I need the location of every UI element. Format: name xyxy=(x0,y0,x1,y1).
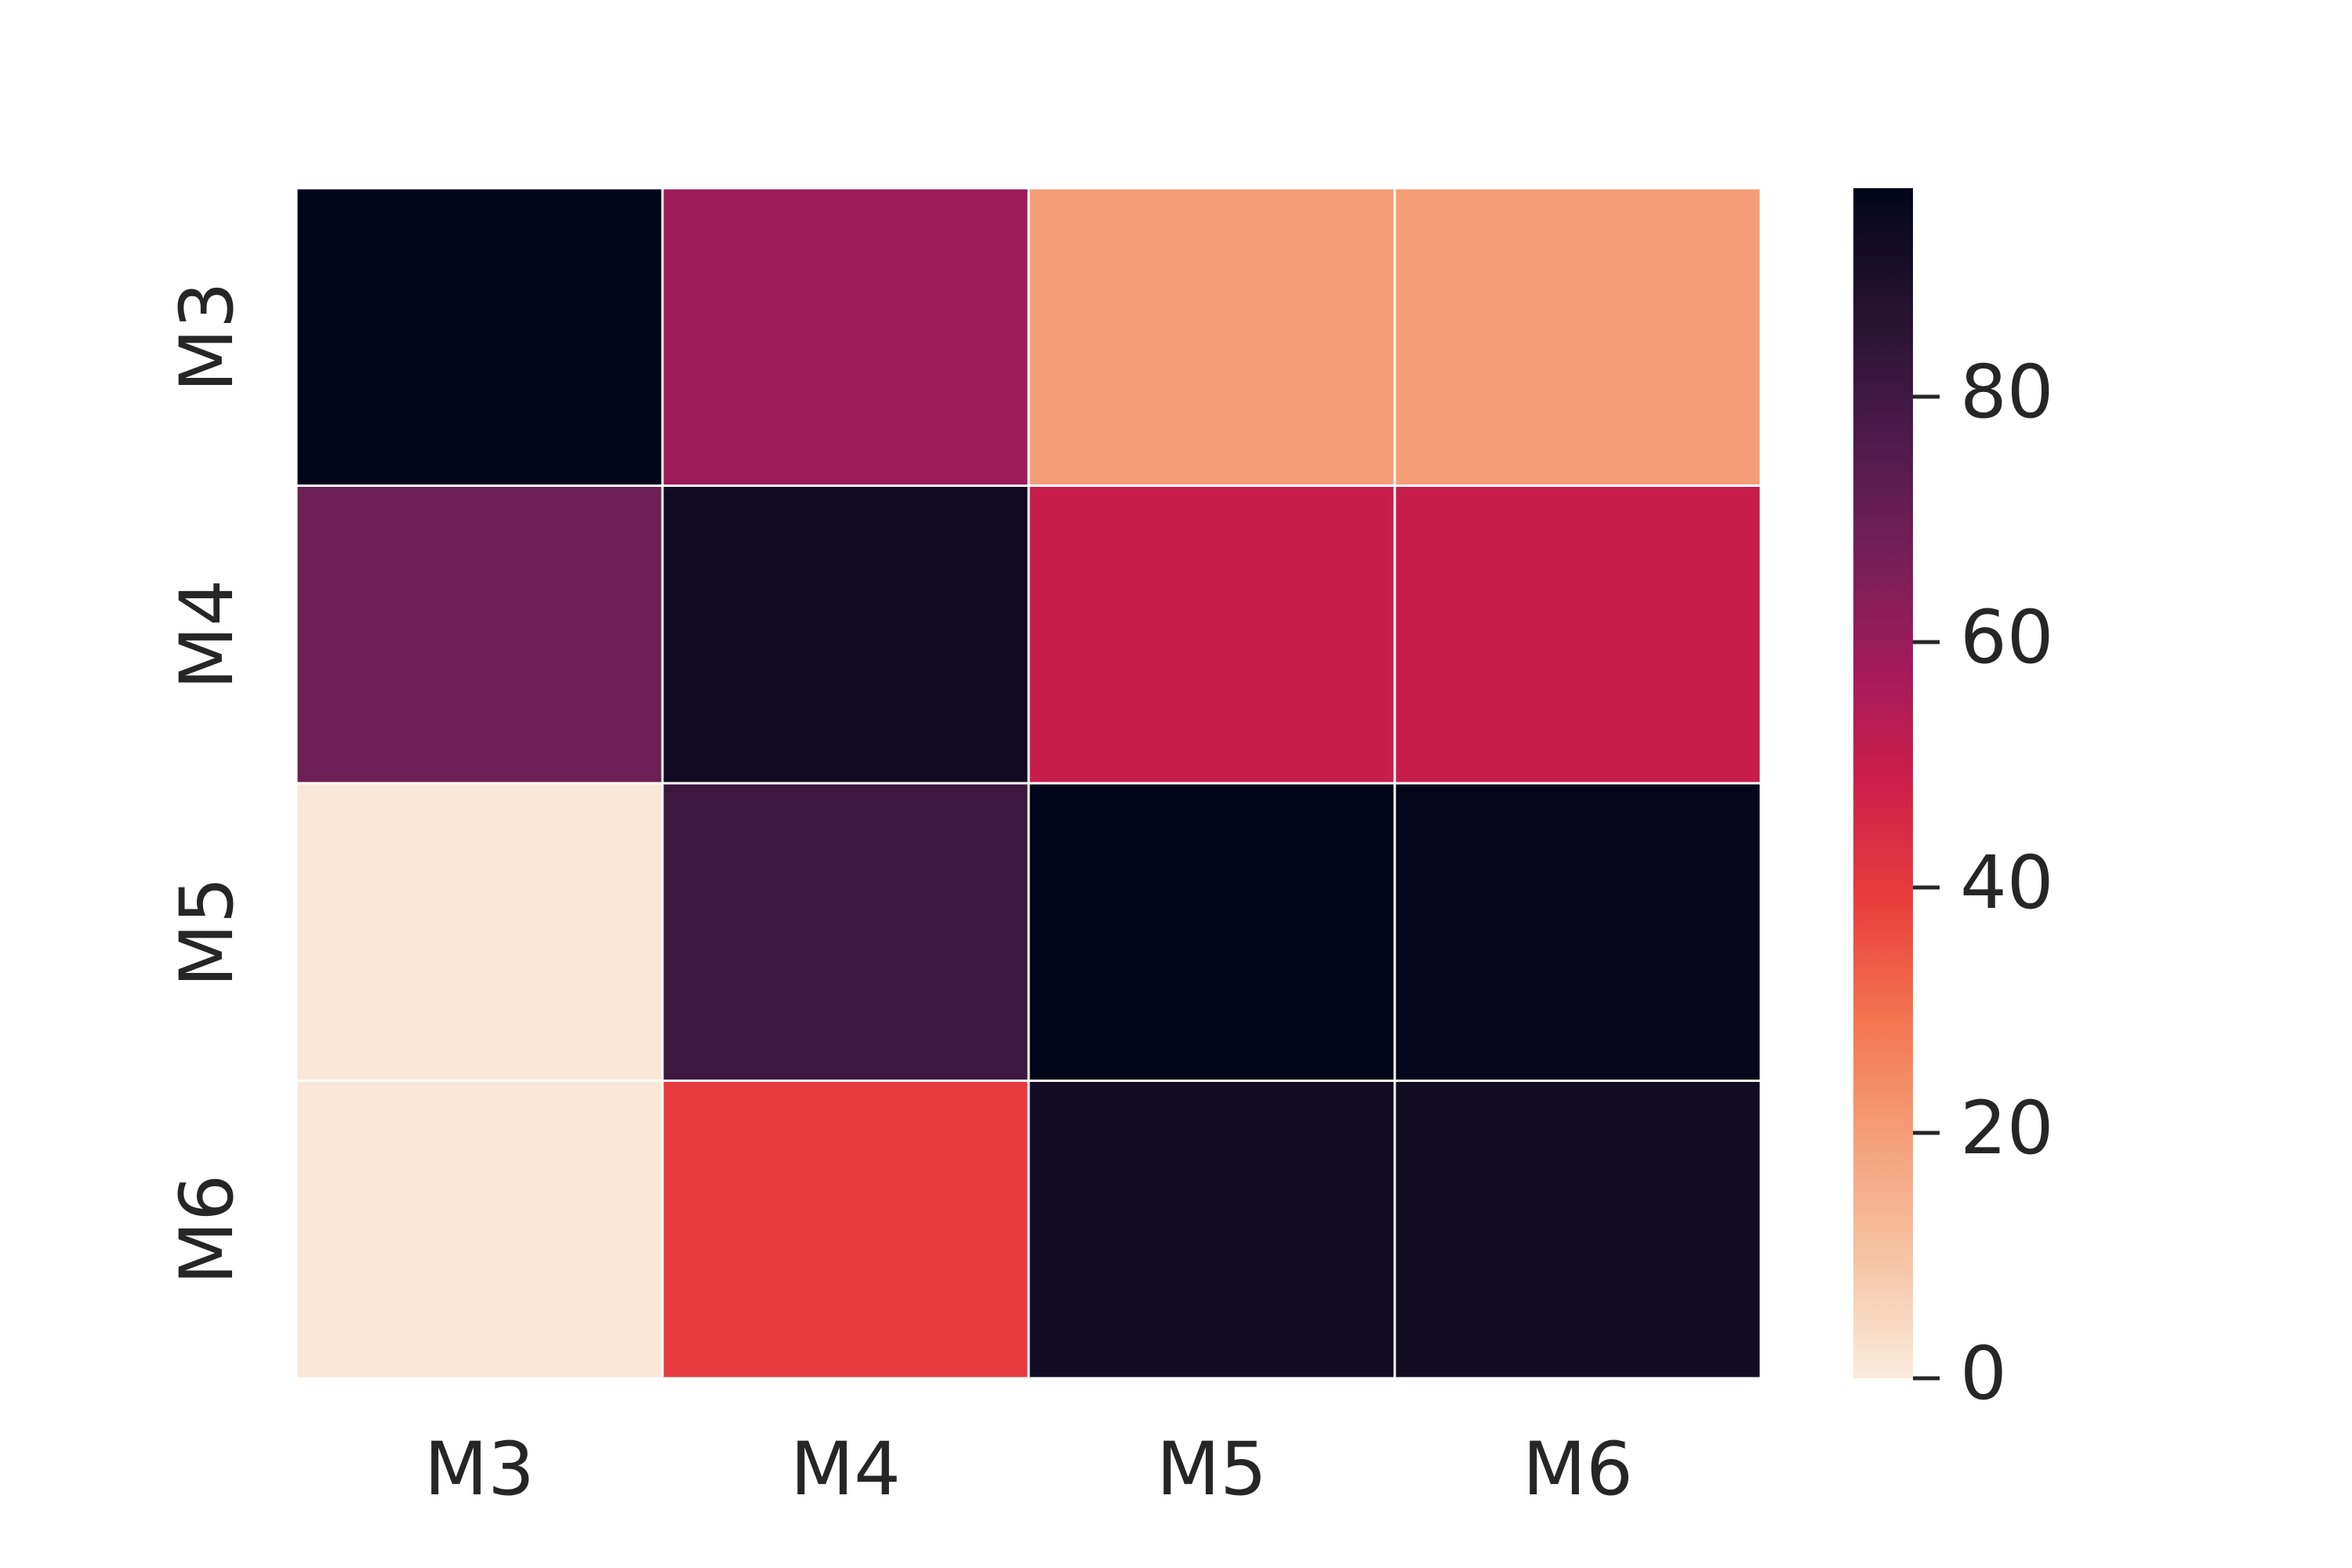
x-tick-label-M4: M4 xyxy=(790,1427,901,1512)
heatmap-cell-M4-M3 xyxy=(295,485,664,785)
colorbar-tick-label-20: 20 xyxy=(1960,1086,2054,1171)
y-tick-label-M6: M6 xyxy=(165,1174,250,1285)
heatmap-cells xyxy=(295,187,1762,1380)
y-tick-label-M3: M3 xyxy=(165,281,250,392)
colorbar-tick-label-40: 40 xyxy=(1960,840,2054,926)
y-axis-ticks: M3 M4 M5 M6 xyxy=(165,281,250,1284)
heatmap-cell-M5-M5 xyxy=(1027,782,1396,1082)
heatmap-cell-M3-M4 xyxy=(661,187,1030,487)
x-axis-ticks: M3 M4 M5 M6 xyxy=(424,1427,1633,1512)
heatmap-cell-M6-M3 xyxy=(295,1080,664,1380)
heatmap-cell-M6-M6 xyxy=(1393,1080,1762,1380)
heatmap-cell-M3-M6 xyxy=(1393,187,1762,487)
colorbar xyxy=(1853,188,1913,1378)
x-tick-label-M3: M3 xyxy=(424,1427,535,1512)
y-tick-label-M5: M5 xyxy=(165,877,250,987)
colorbar-tick-label-80: 80 xyxy=(1960,350,2054,435)
heatmap-cell-M4-M6 xyxy=(1393,485,1762,785)
heatmap-cell-M5-M3 xyxy=(295,782,664,1082)
heatmap-cell-M5-M4 xyxy=(661,782,1030,1082)
heatmap-cell-M3-M3 xyxy=(295,187,664,487)
x-tick-label-M5: M5 xyxy=(1156,1427,1267,1512)
colorbar-tick-label-0: 0 xyxy=(1960,1331,2007,1417)
colorbar-ticks: 0 20 40 60 80 xyxy=(1913,350,2054,1417)
colorbar-tick-label-60: 60 xyxy=(1960,595,2054,681)
heatmap-cell-M6-M5 xyxy=(1027,1080,1396,1380)
heatmap-cell-M6-M4 xyxy=(661,1080,1030,1380)
heatmap-cell-M4-M4 xyxy=(661,485,1030,785)
heatmap-cell-M5-M6 xyxy=(1393,782,1762,1082)
x-tick-label-M6: M6 xyxy=(1523,1427,1633,1512)
heatmap-cell-M3-M5 xyxy=(1027,187,1396,487)
heatmap-cell-M4-M5 xyxy=(1027,485,1396,785)
y-tick-label-M4: M4 xyxy=(165,579,250,690)
